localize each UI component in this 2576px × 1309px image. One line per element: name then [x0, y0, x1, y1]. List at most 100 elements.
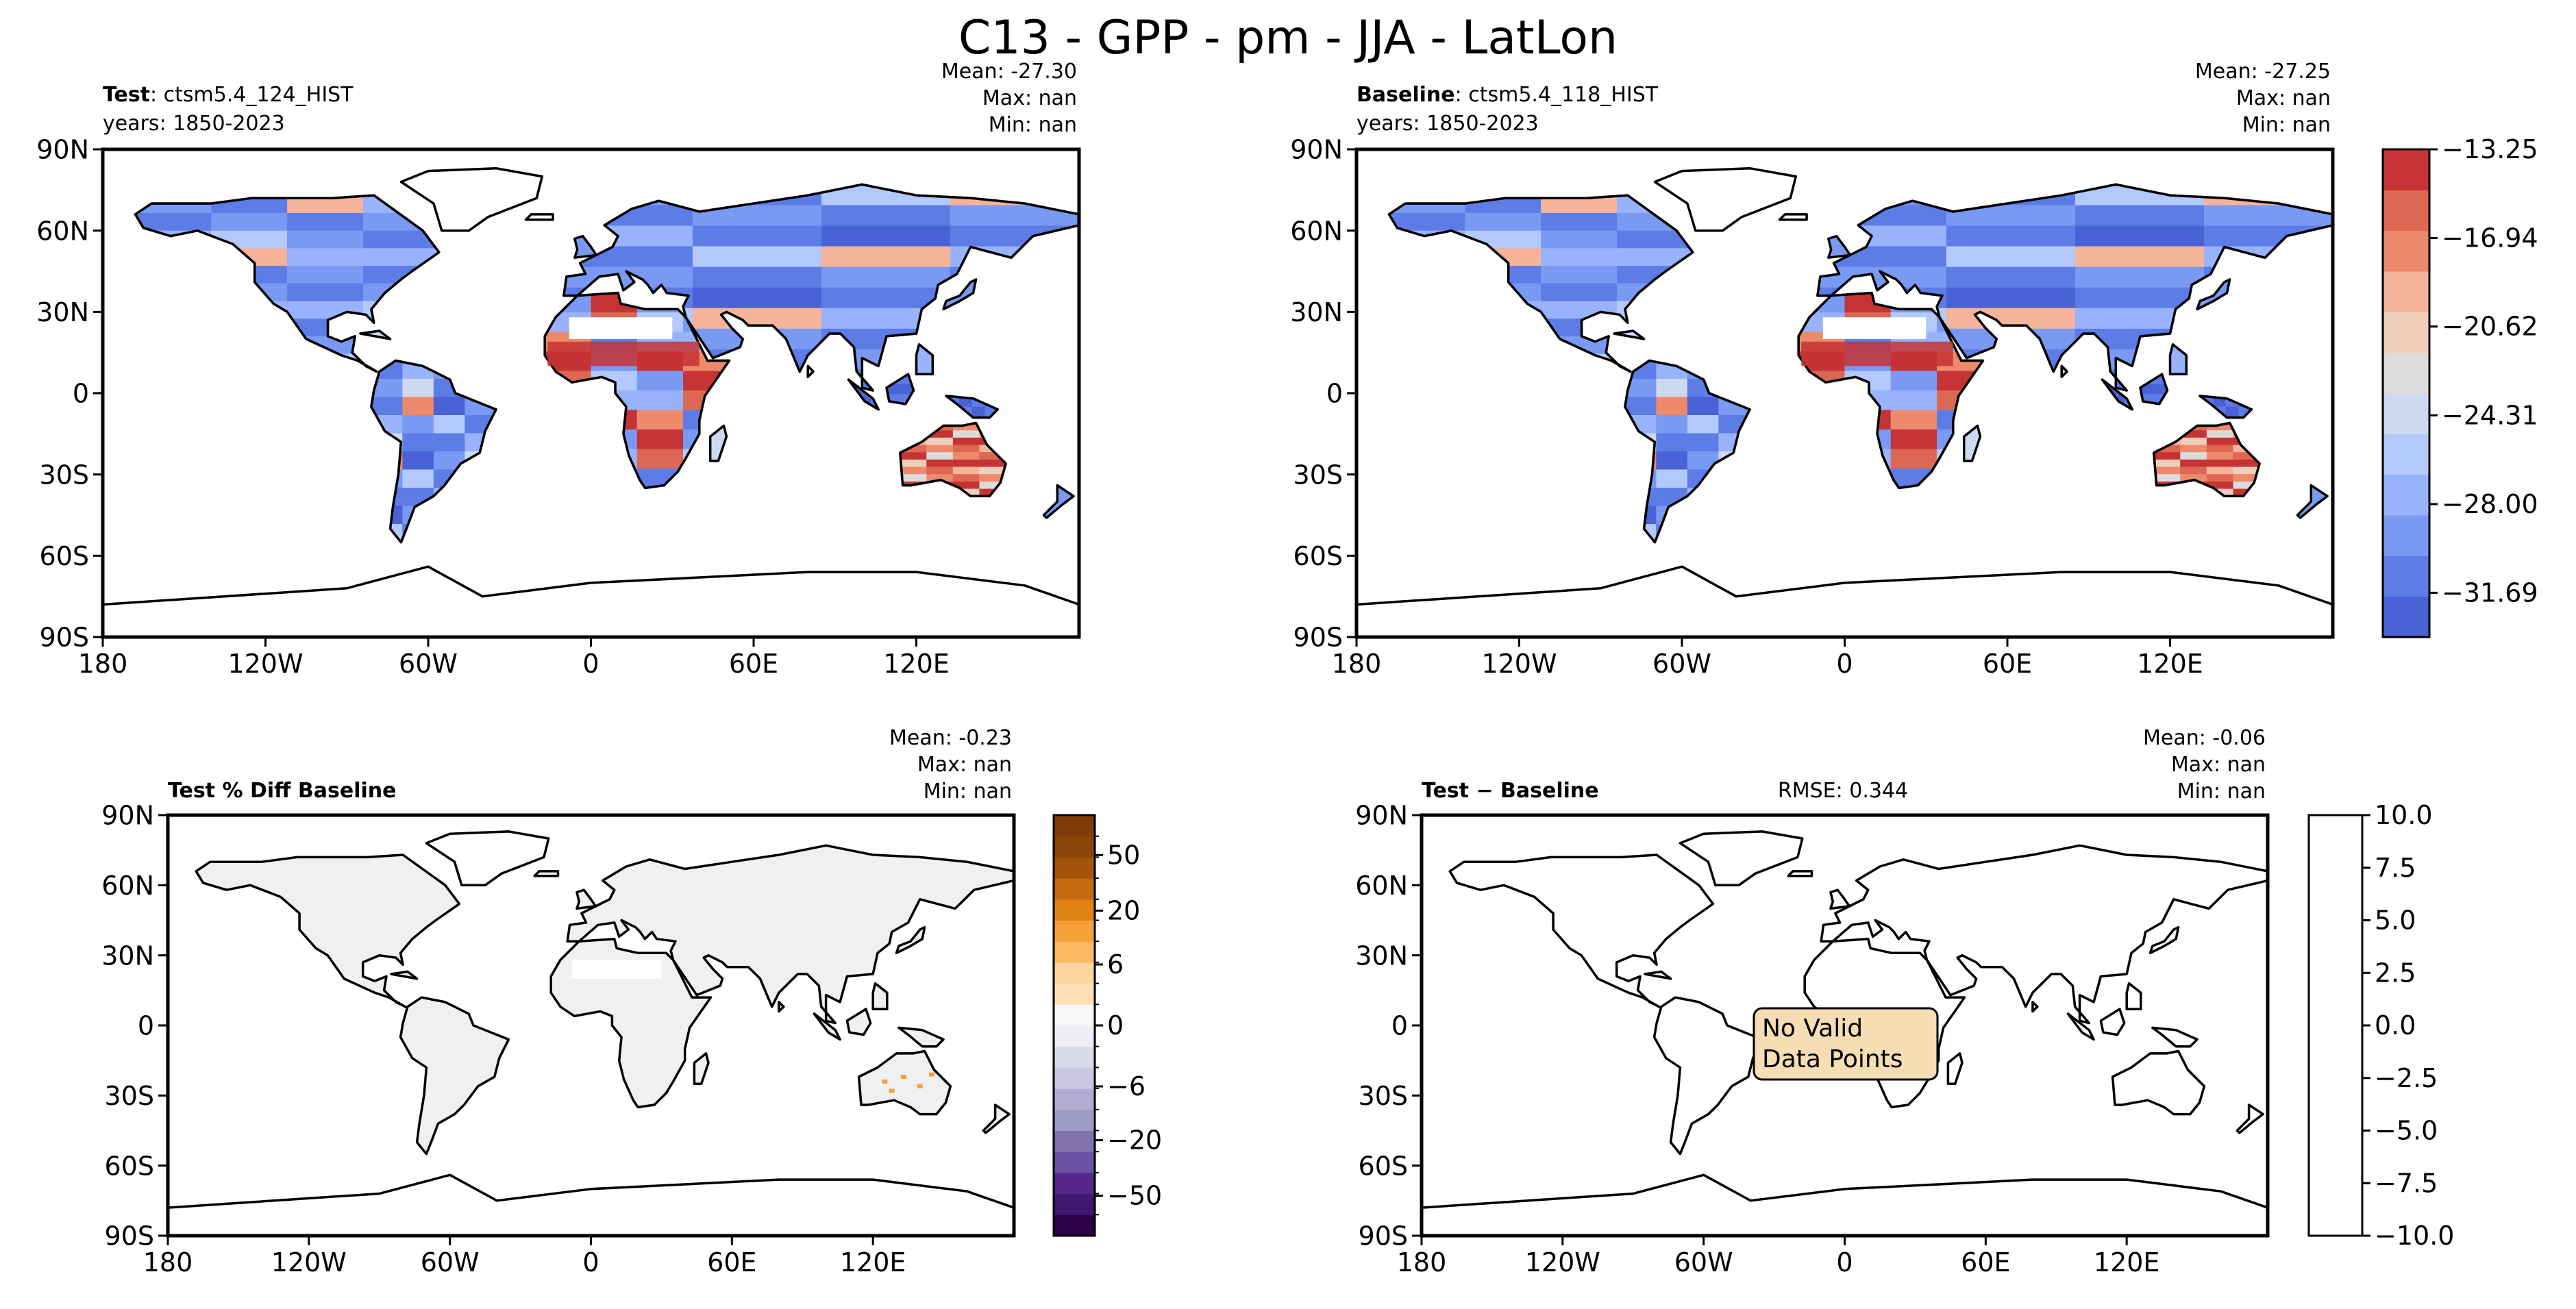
colorbar-swatch: [2383, 190, 2429, 232]
value-cell: [2233, 459, 2260, 467]
value-cell: [971, 406, 985, 418]
greenland-landmass: [399, 166, 544, 232]
philippines-landmass: [2125, 982, 2142, 1010]
lat-tick-label: 30N: [101, 940, 154, 971]
value-cell: [979, 452, 1006, 460]
value-cell: [952, 459, 980, 467]
colorbar-tick-label: −50: [1107, 1181, 1162, 1211]
diff-rmse: RMSE: 0.344: [1778, 779, 1908, 803]
lat-tick-label: 30N: [1355, 940, 1408, 971]
colorbar-tick-label: −6: [1107, 1071, 1145, 1101]
value-cell: [2075, 246, 2204, 267]
value-cell: [636, 449, 684, 469]
colorbar-swatch: [1054, 836, 1095, 858]
value-cell: [402, 451, 434, 470]
panel-test: Test: ctsm5.4_124_HIST years: 1850-2023 …: [36, 60, 1081, 679]
cuba-landmass: [359, 329, 392, 340]
eurasia-coastline: [1816, 183, 2333, 392]
value-cell: [287, 213, 363, 231]
value-cell: [402, 379, 434, 397]
colorbar-tick-label: −13.25: [2442, 134, 2538, 164]
colorbar-swatch: [2383, 312, 2429, 353]
colorbar-swatch: [1054, 1214, 1095, 1236]
value-cell: [952, 445, 980, 453]
iceland-landmass: [1778, 213, 1808, 221]
sumatra-coastline: [2101, 378, 2133, 411]
colorbar-tick-label: −16.94: [2442, 223, 2538, 253]
philippines-landmass: [2168, 343, 2188, 376]
value-cell: [900, 459, 927, 467]
lat-tick-label: 90S: [1359, 1221, 1408, 1251]
value-cell: [2153, 466, 2181, 475]
value-cell: [906, 384, 914, 395]
lon-tick-label: 60W: [421, 1247, 480, 1277]
colorbar-swatch: [1054, 962, 1095, 984]
iceland-landmass: [524, 213, 554, 221]
colorbar-swatch: [2383, 271, 2429, 312]
value-cell: [2146, 384, 2154, 395]
value-cell: [2206, 452, 2233, 460]
sumatra-landmass: [813, 1012, 841, 1041]
value-cell: [433, 415, 465, 434]
value-cell: [2225, 406, 2239, 418]
colorbar-tick-label: 0: [1107, 1010, 1124, 1040]
lat-tick-label: 0: [1391, 1011, 1408, 1041]
value-cell: [2153, 459, 2181, 467]
value-cell: [1890, 371, 1937, 391]
greenland-landmass: [425, 830, 550, 887]
value-cell: [952, 437, 980, 445]
lat-tick-label: 90N: [36, 135, 89, 165]
colorbar-swatch: [1054, 1067, 1095, 1089]
lon-tick-label: 180: [1397, 1247, 1447, 1277]
philippines-landmass: [871, 982, 889, 1010]
eurasia-landmass: [566, 844, 1014, 1025]
figure-title: C13 - GPP - pm - JJA - LatLon: [958, 11, 1618, 65]
greenland-landmass: [1679, 830, 1804, 887]
sahel-band: [547, 341, 699, 366]
lat-tick-label: 60N: [1290, 216, 1343, 246]
lat-tick-label: 90N: [1355, 801, 1408, 831]
colorbar-swatch: [2383, 474, 2429, 516]
value-cell: [636, 390, 684, 410]
sahara-no-data: [572, 960, 662, 979]
lat-tick-label: 60S: [40, 541, 89, 571]
lat-tick-label: 0: [138, 1011, 154, 1041]
britain-landmass: [1829, 888, 1851, 910]
no-data-annotation: No Valid Data Points: [1753, 1007, 1939, 1081]
colorbar-swatch: [1054, 815, 1095, 837]
test-years: years: 1850-2023: [103, 112, 285, 136]
sriLanka-landmass: [806, 364, 815, 379]
northAmerica-coastline: [134, 194, 441, 373]
value-cell: [926, 452, 953, 460]
lon-tick-label: 180: [78, 649, 128, 679]
value-cell: [1656, 379, 1687, 397]
value-cell: [692, 225, 821, 247]
value-cell: [979, 459, 1006, 467]
colorbar-tick-label: 7.5: [2375, 853, 2416, 883]
no-data-box: [1753, 1007, 1939, 1081]
southAmerica-coastline: [370, 359, 497, 544]
colorbar-swatch: [2383, 352, 2429, 394]
diff-speckle: [889, 1088, 895, 1093]
value-cell: [1624, 397, 1657, 415]
lon-tick-label: 0: [582, 649, 599, 679]
lon-tick-label: 0: [1836, 1247, 1853, 1277]
value-cell: [2153, 394, 2161, 404]
value-cell: [2206, 430, 2233, 438]
test-max: Max: nan: [982, 86, 1077, 110]
southAmerica-landmass: [1652, 996, 1764, 1156]
sahel-band: [1801, 341, 1953, 366]
southAmerica-landmass: [399, 996, 510, 1156]
diff-speckle: [882, 1079, 888, 1084]
australia-landmass: [857, 1049, 952, 1116]
value-cell: [2180, 466, 2207, 475]
lon-tick-label: 60W: [1674, 1247, 1733, 1277]
diff-mean: Mean: -0.06: [2143, 726, 2266, 750]
colorbar-tick-label: 20: [1107, 895, 1140, 925]
lat-tick-label: 90N: [101, 801, 154, 831]
eurasia-landmass: [1820, 844, 2268, 1025]
pctdiff-map: [168, 815, 1014, 1236]
africa-landmass: [549, 938, 713, 1109]
